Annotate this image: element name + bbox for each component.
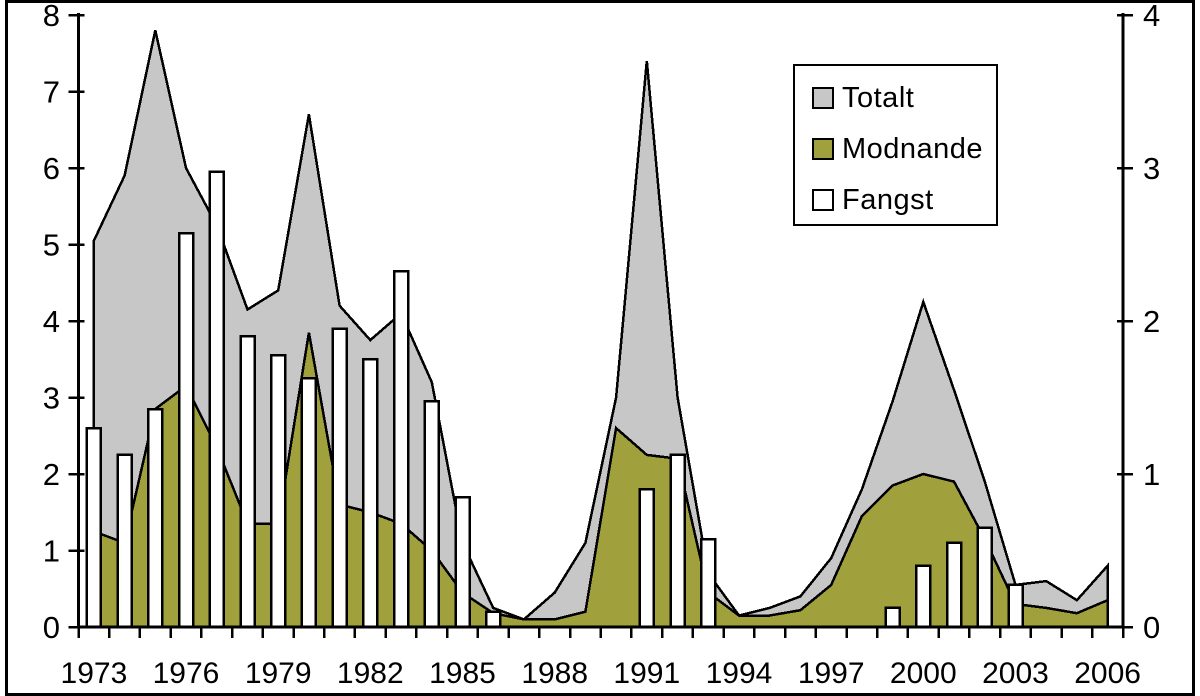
right-axis-tick-label: 2 [1143,304,1160,339]
right-axis-tick-label: 0 [1143,610,1160,645]
left-axis-tick-label: 0 [43,610,60,645]
right-axis-tick-label: 4 [1143,0,1160,33]
left-axis-tick-label: 8 [43,0,60,33]
legend-label-modnande: Modnande [842,132,984,165]
left-axis-tick-label: 7 [43,75,60,110]
left-axis-tick-label: 5 [43,228,60,263]
right-axis-tick-label: 1 [1143,457,1160,492]
x-axis-year-label: 1988 [521,657,588,690]
x-axis-year-label: 1994 [706,657,773,690]
legend-label-fangst: Fangst [842,183,934,216]
legend: Totalt Modnande Fangst [793,64,998,226]
fangst-bars [85,170,1024,629]
x-axis-year-label: 2003 [982,657,1049,690]
left-axis-tick-label: 2 [43,457,60,492]
modnande-swatch-icon [812,138,834,160]
x-axis-year-label: 2000 [890,657,957,690]
x-axis-year-label: 1982 [337,657,404,690]
legend-item-fangst: Fangst [812,181,996,219]
x-axis-year-label: 1973 [61,657,128,690]
x-axis-year-label: 1991 [613,657,680,690]
left-axis-tick-label: 6 [43,151,60,186]
right-axis-tick-label: 3 [1143,151,1160,186]
x-axis-year-label: 1985 [429,657,496,690]
legend-label-totalt: Totalt [842,81,915,114]
x-axis-year-label: 1976 [153,657,220,690]
left-axis-tick-label: 3 [43,381,60,416]
legend-item-totalt: Totalt [812,79,996,117]
left-axis-tick-label: 4 [43,304,60,339]
x-axis-year-label: 1979 [245,657,312,690]
x-axis-year-label: 1997 [798,657,865,690]
axis-labels: 0 1 2 3 4 5 6 7 8 0 1 2 3 4 1973 1976 1979 1982 1985 1988 19… [43,0,1161,690]
axis-ticks [68,13,1133,638]
left-axis-tick-label: 1 [43,534,60,569]
x-axis-year-label: 2006 [1074,657,1141,690]
legend-item-modnande: Modnande [812,130,996,168]
totalt-swatch-icon [812,87,834,109]
fangst-swatch-icon [812,189,834,211]
